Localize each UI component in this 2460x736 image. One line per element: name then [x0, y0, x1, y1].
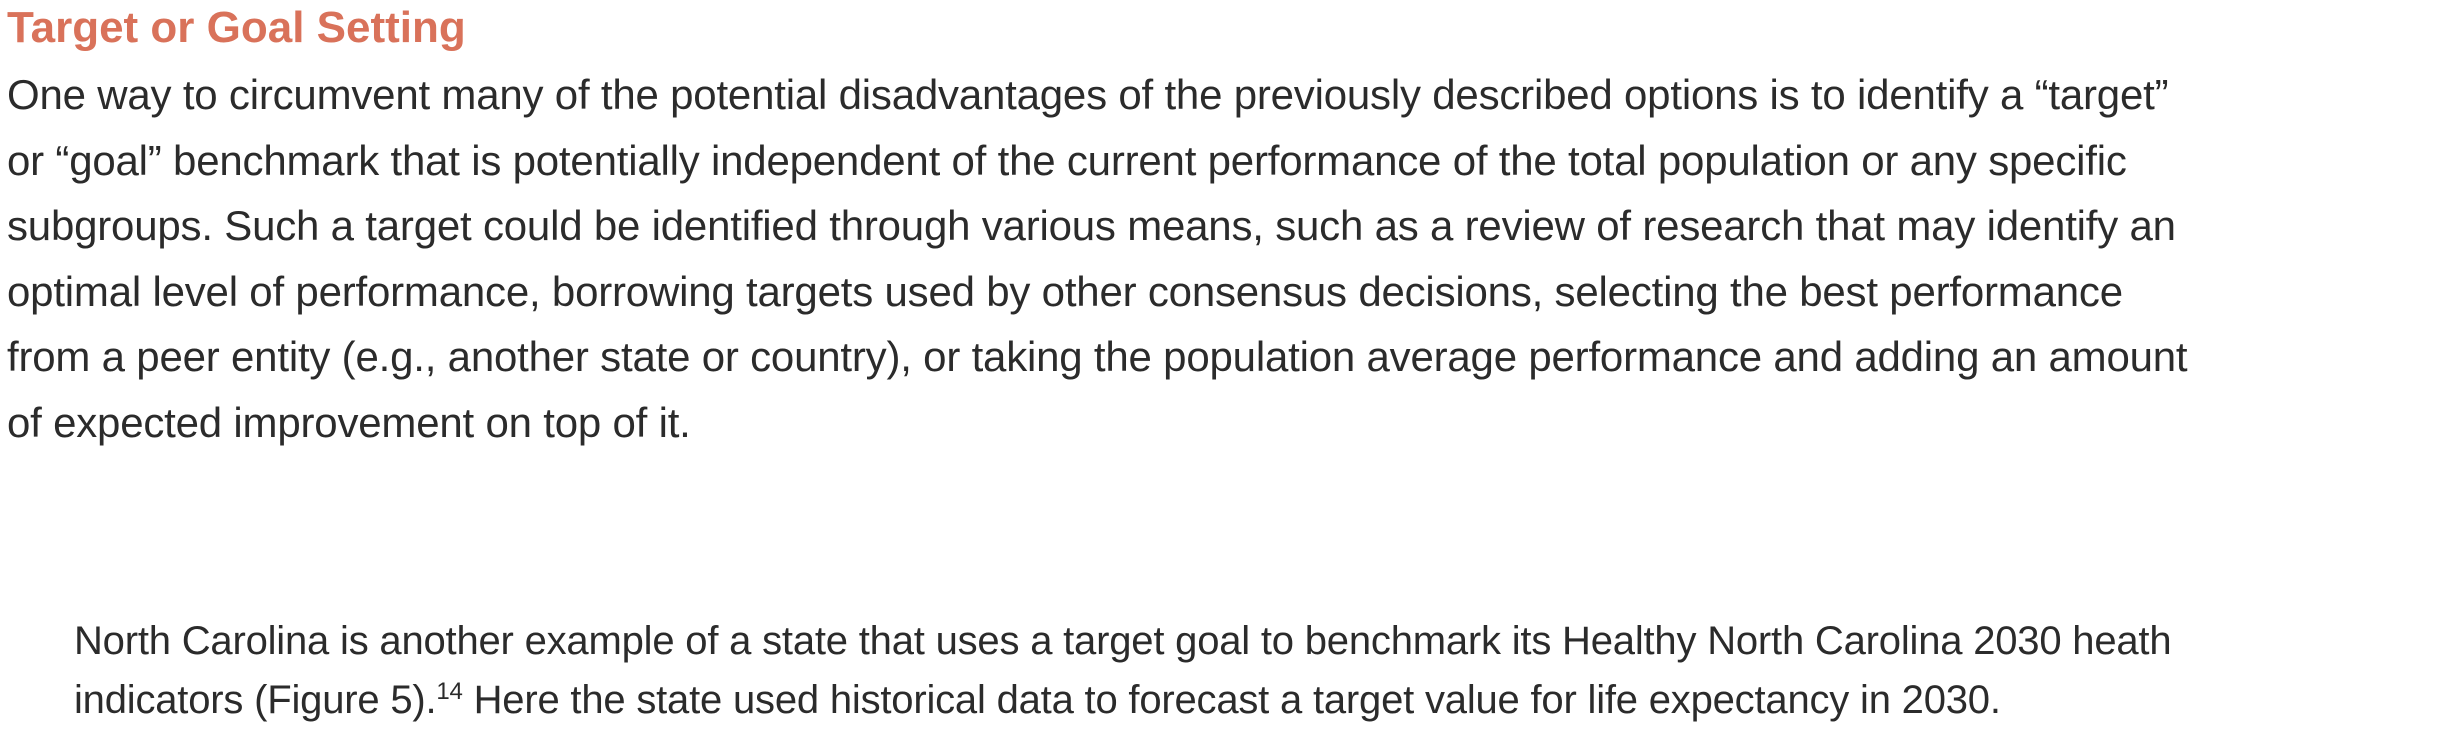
- paragraph-line: or “goal” benchmark that is potentially …: [7, 136, 2127, 184]
- paragraph-line: One way to circumvent many of the potent…: [7, 71, 2169, 118]
- body-paragraph: One way to circumvent many of the potent…: [7, 62, 2455, 455]
- paragraph-line: optimal level of performance, borrowing …: [7, 267, 2123, 315]
- section-heading: Target or Goal Setting: [7, 3, 466, 52]
- paragraph-text: Here the state used historical data to f…: [462, 678, 2001, 722]
- paragraph-line: subgroups. Such a target could be identi…: [7, 202, 2176, 249]
- footnote-reference[interactable]: 14: [436, 678, 463, 705]
- example-paragraph: North Carolina is another example of a s…: [74, 612, 2454, 730]
- paragraph-line: of expected improvement on top of it.: [7, 398, 691, 446]
- paragraph-line: indicators (Figure 5).14 Here the state …: [74, 671, 2454, 730]
- paragraph-line: from a peer entity (e.g., another state …: [7, 333, 2188, 380]
- paragraph-line: North Carolina is another example of a s…: [74, 619, 2172, 663]
- paragraph-text: indicators (Figure 5).: [74, 678, 437, 722]
